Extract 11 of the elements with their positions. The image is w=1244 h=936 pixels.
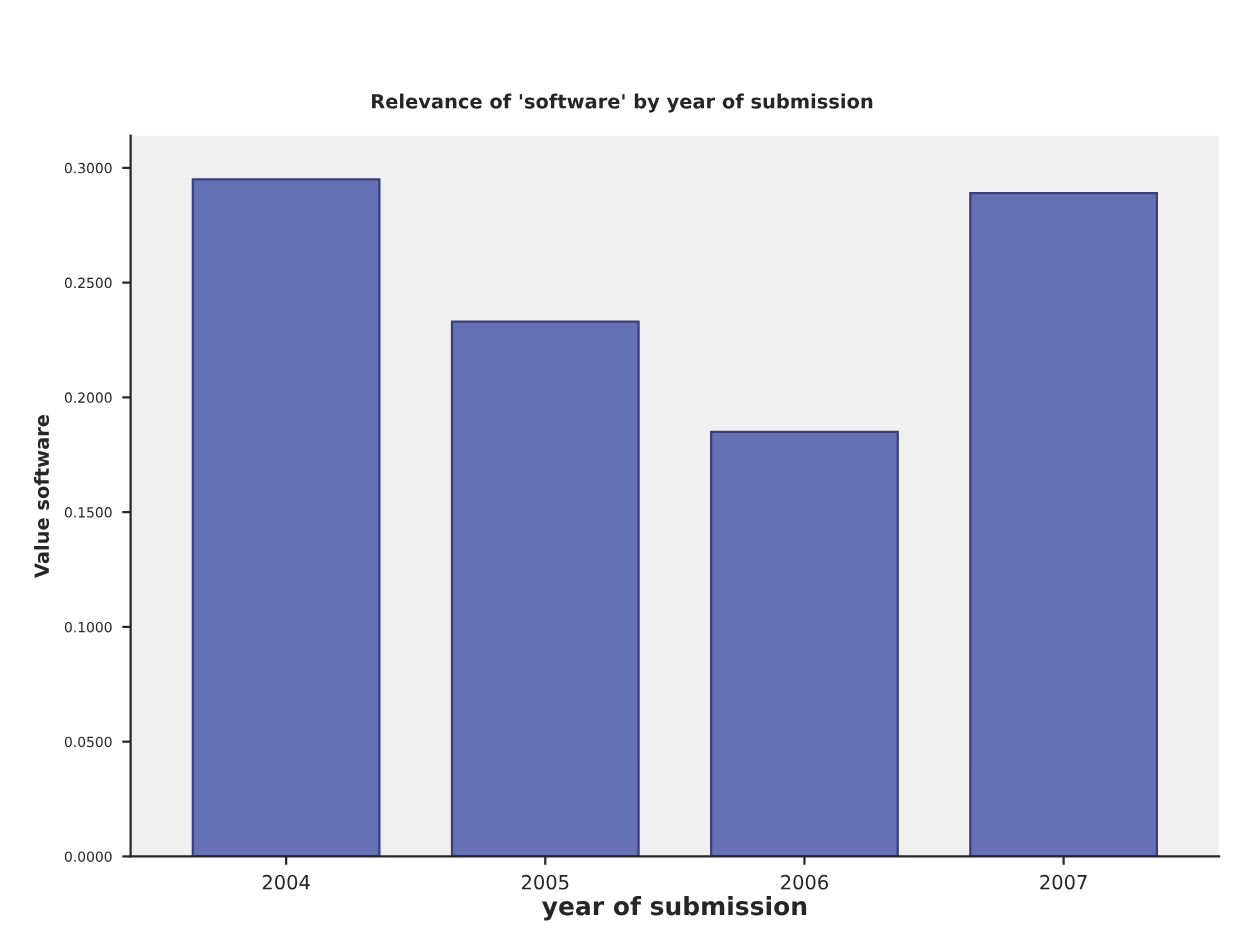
bar (450, 320, 640, 857)
x-tick-label: 2007 (1040, 874, 1087, 890)
bar (710, 430, 899, 857)
x-axis-title: year of submission (541, 896, 807, 921)
x-tick-label: 2005 (521, 874, 569, 890)
bar (969, 191, 1159, 857)
chart-title: Relevance of 'software' by year of submission (372, 93, 873, 113)
y-axis-title: Value software (34, 414, 50, 579)
x-tick-label: 2004 (262, 874, 310, 890)
x-tick-label: 2006 (781, 874, 828, 890)
bar (191, 178, 381, 857)
